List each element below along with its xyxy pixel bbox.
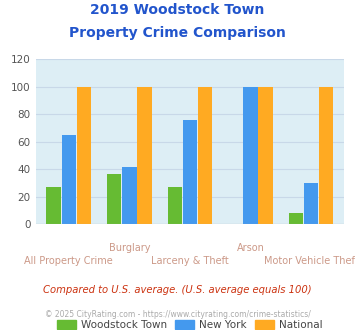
Text: Larceny & Theft: Larceny & Theft — [151, 256, 229, 266]
Bar — [243, 87, 258, 224]
Text: 2019 Woodstock Town: 2019 Woodstock Town — [90, 3, 265, 17]
Text: Motor Vehicle Theft: Motor Vehicle Theft — [264, 256, 355, 266]
Bar — [183, 120, 197, 224]
Bar — [137, 87, 152, 224]
Text: All Property Crime: All Property Crime — [24, 256, 113, 266]
Bar — [77, 87, 91, 224]
Text: Arson: Arson — [236, 243, 264, 252]
Bar — [107, 174, 121, 224]
Bar — [61, 135, 76, 224]
Text: © 2025 CityRating.com - https://www.cityrating.com/crime-statistics/: © 2025 CityRating.com - https://www.city… — [45, 310, 310, 319]
Text: Burglary: Burglary — [109, 243, 150, 252]
Bar — [47, 187, 61, 224]
Bar — [122, 167, 137, 224]
Text: Compared to U.S. average. (U.S. average equals 100): Compared to U.S. average. (U.S. average … — [43, 285, 312, 295]
Bar — [168, 187, 182, 224]
Bar — [304, 183, 318, 224]
Bar — [319, 87, 333, 224]
Legend: Woodstock Town, New York, National: Woodstock Town, New York, National — [53, 315, 327, 330]
Bar — [198, 87, 212, 224]
Bar — [258, 87, 273, 224]
Bar — [289, 214, 303, 224]
Text: Property Crime Comparison: Property Crime Comparison — [69, 26, 286, 40]
